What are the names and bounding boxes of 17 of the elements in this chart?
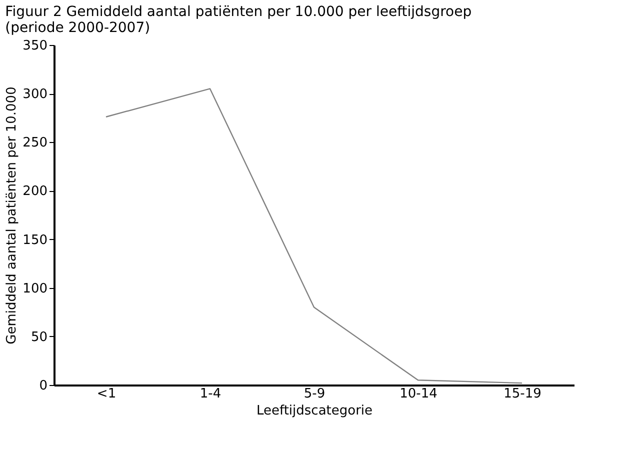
y-tick-label: 300 <box>22 87 48 102</box>
chart-title: Figuur 2 Gemiddeld aantal patiënten per 10.000 per leeftijdsgroep (periode 2000-2007) <box>5 4 472 36</box>
y-tick-label: 100 <box>22 281 48 296</box>
y-tick-label: 350 <box>22 38 48 54</box>
y-tick-label: 0 <box>39 378 48 394</box>
x-tick-label: 10-14 <box>400 386 438 402</box>
y-axis-title: Gemiddeld aantal patiënten per 10.000 <box>4 86 20 344</box>
x-tick-label: 1-4 <box>200 386 222 402</box>
x-tick-label: 15-19 <box>504 386 542 402</box>
y-tick-label: 150 <box>22 232 48 248</box>
x-axis-title: Leeftijdscategorie <box>256 404 373 418</box>
line-series <box>105 88 523 384</box>
y-tick-label: 50 <box>30 330 48 345</box>
x-tick-label: <1 <box>96 386 116 402</box>
x-tick-label: 5-9 <box>304 386 326 402</box>
y-tick-label: 250 <box>22 136 48 151</box>
y-tick-label: 200 <box>22 184 48 200</box>
